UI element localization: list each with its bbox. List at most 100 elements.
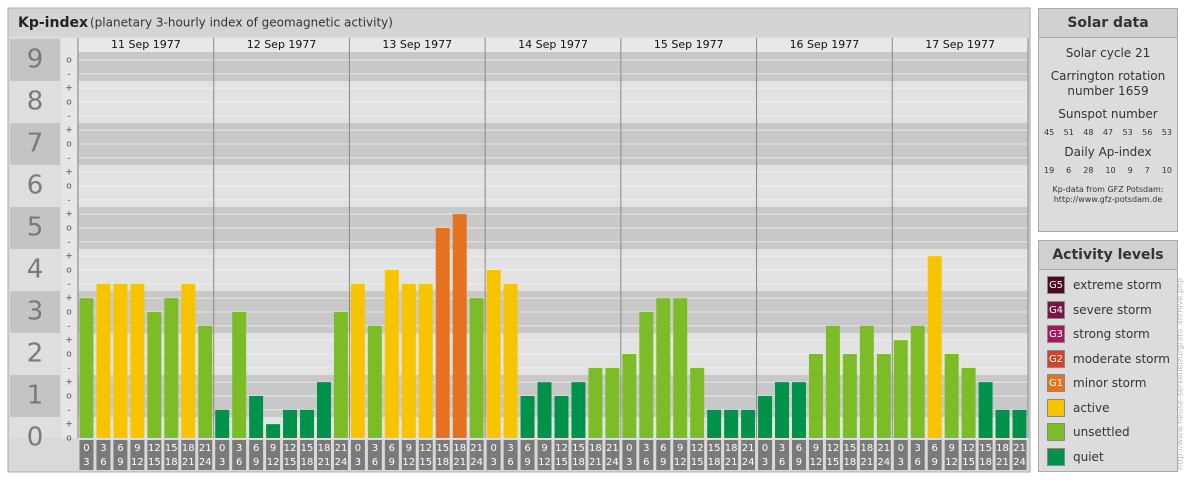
hour-start: 21 (877, 443, 890, 454)
legend-code: G5 (1048, 280, 1064, 292)
hour-start: 3 (915, 443, 921, 454)
hour-box (978, 440, 993, 470)
hour-start: 21 (335, 443, 348, 454)
hour-end: 3 (898, 457, 904, 468)
minor-tick-label: - (67, 405, 70, 415)
hour-box (537, 440, 552, 470)
hour-start: 9 (541, 443, 547, 454)
hour-start: 9 (677, 443, 683, 454)
hour-end: 21 (318, 457, 331, 468)
ap-value: 7 (1144, 166, 1150, 175)
hour-box (452, 440, 467, 470)
bar (588, 367, 603, 438)
hour-start: 18 (860, 443, 873, 454)
hour-end: 24 (877, 457, 890, 468)
source: Kp-data from GFZ Potsdam: (1052, 185, 1164, 194)
hour-end: 15 (555, 457, 568, 468)
hour-box (503, 440, 518, 470)
minor-tick-label: + (65, 336, 73, 346)
ap-value: 28 (1083, 166, 1094, 175)
date-label: 15 Sep 1977 (654, 38, 724, 51)
bar (181, 283, 196, 438)
hour-end: 18 (708, 457, 721, 468)
date-row (78, 38, 1028, 52)
hour-end: 12 (945, 457, 958, 468)
legend-label: quiet (1073, 449, 1104, 464)
minor-tick-label: + (65, 252, 73, 262)
hour-box (825, 440, 840, 470)
hour-box (571, 440, 586, 470)
hour-start: 15 (572, 443, 585, 454)
hour-end: 15 (691, 457, 704, 468)
ap-value: 9 (1127, 166, 1133, 175)
hour-box (927, 440, 942, 470)
y-tick-label: 4 (27, 255, 44, 285)
bar (164, 298, 179, 438)
solar-cycle: Solar cycle 21 (1065, 46, 1151, 60)
legend-item: G5 extreme storm (1039, 273, 1177, 298)
minor-tick-label: o (66, 350, 72, 360)
hour-end: 18 (165, 457, 178, 468)
bar (418, 283, 433, 438)
watermark: http://www.fleuse-aerkeuelzurgrafo_archi… (1176, 278, 1184, 470)
hour-end: 15 (419, 457, 432, 468)
date-label: 14 Sep 1977 (518, 38, 588, 51)
hour-start: 12 (827, 443, 840, 454)
chart-subtitle: (planetary 3-hourly index of geomagnetic… (90, 16, 393, 30)
hour-end: 9 (660, 457, 666, 468)
minor-tick-label: - (67, 69, 70, 79)
bar (707, 409, 722, 438)
bar (825, 325, 840, 438)
hour-end: 15 (284, 457, 297, 468)
legend-swatch: G2 (1047, 349, 1065, 368)
hour-start: 15 (301, 443, 314, 454)
bar (503, 283, 518, 438)
hour-box (775, 440, 789, 470)
date-label: 13 Sep 1977 (382, 38, 452, 51)
hour-start: 0 (490, 443, 496, 454)
legend-code: G1 (1048, 378, 1064, 390)
hour-box (215, 440, 230, 470)
bar (656, 298, 671, 438)
hour-start: 18 (996, 443, 1009, 454)
hour-box (198, 440, 213, 470)
hour-box (317, 440, 331, 470)
hour-box (1012, 440, 1027, 470)
bar (673, 298, 688, 438)
label-cell (10, 375, 60, 417)
hour-box (792, 440, 806, 470)
bar (944, 354, 959, 438)
hour-start: 9 (406, 443, 412, 454)
levels-list: G5 extreme storm G4 severe storm G3 strong st… (1039, 270, 1177, 469)
minor-tick-label: + (65, 126, 73, 136)
bar (741, 409, 756, 438)
hour-start: 6 (524, 443, 530, 454)
bar (910, 325, 925, 438)
hour-end: 6 (779, 457, 785, 468)
hour-box (283, 440, 298, 470)
hour-start: 21 (1013, 443, 1026, 454)
hour-box (79, 440, 94, 470)
bar (554, 396, 569, 438)
hour-start: 6 (117, 443, 123, 454)
hour-start: 6 (932, 443, 938, 454)
legend-swatch: G5 (1047, 276, 1065, 295)
hour-end: 9 (524, 457, 530, 468)
minor-tick-label: + (65, 210, 73, 220)
legend-item: active (1039, 396, 1177, 421)
minor-tick-label: + (65, 168, 73, 178)
hour-end: 12 (810, 457, 823, 468)
hour-start: 21 (606, 443, 619, 454)
hour-start: 9 (134, 443, 140, 454)
hour-end: 3 (83, 457, 89, 468)
minor-tick-label: o (66, 308, 72, 318)
hour-end: 15 (148, 457, 161, 468)
hour-start: 6 (253, 443, 259, 454)
hour-end: 18 (436, 457, 449, 468)
bar (232, 312, 247, 438)
bar (520, 396, 535, 438)
rotation: Carrington rotation number 1659 (1050, 69, 1166, 98)
bar (808, 354, 823, 438)
legend-label: extreme storm (1073, 278, 1162, 293)
